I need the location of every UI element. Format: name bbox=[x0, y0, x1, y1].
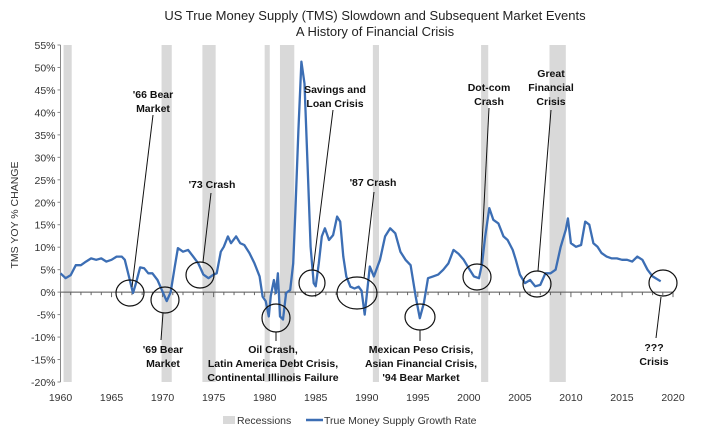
annotation: '66 Bear Market bbox=[115, 89, 173, 307]
legend-label-tms: True Money Supply Growth Rate bbox=[324, 415, 477, 427]
legend: Recessions True Money Supply Growth Rate bbox=[223, 415, 477, 427]
x-tick-label: 2010 bbox=[559, 392, 583, 404]
annotation: '73 Crash bbox=[185, 179, 236, 289]
annotation-circle bbox=[648, 269, 678, 297]
y-tick-label: -10% bbox=[31, 332, 56, 344]
y-tick-label: 15% bbox=[34, 220, 55, 232]
recession-band bbox=[279, 45, 295, 382]
x-tick-label: 2000 bbox=[457, 392, 481, 404]
annotation-label: Mexican Peso Crisis, bbox=[369, 344, 474, 356]
y-tick-label: 5% bbox=[40, 265, 55, 277]
y-tick-label: 45% bbox=[34, 85, 55, 97]
annotation-label: Asian Financial Crisis, bbox=[365, 358, 477, 370]
annotation-label: Market bbox=[146, 358, 180, 370]
annotation-label: Great bbox=[537, 68, 565, 80]
y-tick-label: 55% bbox=[34, 40, 55, 52]
y-axis: 55% 50% 45% 40% 35% 30% 25% 20% 15% 10% 5% 0% -5% -10… bbox=[31, 40, 61, 389]
annotation-label: Oil Crash, bbox=[248, 344, 298, 356]
y-tick-label: 50% bbox=[34, 62, 55, 74]
x-tick-label: 1965 bbox=[100, 392, 124, 404]
annotation: '69 Bear Market bbox=[143, 286, 183, 370]
annotation-circle bbox=[150, 286, 180, 314]
annotation-label: Crisis bbox=[639, 356, 668, 368]
legend-label-recessions: Recessions bbox=[237, 415, 291, 427]
x-tick-label: 2015 bbox=[610, 392, 634, 404]
series-layer bbox=[59, 60, 662, 321]
annotation: '87 Crash bbox=[336, 177, 397, 310]
y-tick-label: -5% bbox=[37, 310, 56, 322]
annotation-label: '66 Bear bbox=[133, 89, 173, 101]
annotation-leader-line bbox=[312, 109, 334, 271]
recession-bands bbox=[63, 45, 566, 382]
recession-band bbox=[63, 45, 72, 382]
x-tick-label: 2005 bbox=[508, 392, 532, 404]
annotation-circle bbox=[115, 279, 145, 307]
y-axis-label: TMS YOY % CHANGE bbox=[9, 162, 21, 269]
annotation: ??? Crisis bbox=[639, 269, 678, 368]
x-tick-label: 1970 bbox=[151, 392, 175, 404]
y-tick-label: 30% bbox=[34, 152, 55, 164]
annotation-label: Crash bbox=[474, 96, 504, 108]
annotation-leader-line bbox=[202, 192, 212, 263]
annotations: '66 Bear Market '69 Bear Market '73 Crash Oil… bbox=[115, 68, 678, 384]
annotation-leader-line bbox=[655, 296, 662, 339]
annotation-leader-line bbox=[363, 191, 375, 279]
annotation: Dot-com Crash bbox=[462, 82, 511, 291]
recession-band bbox=[549, 45, 566, 382]
annotation: Savings and Loan Crisis bbox=[298, 84, 366, 297]
annotation-label: Dot-com bbox=[468, 82, 511, 94]
tms-growth-line bbox=[59, 60, 662, 321]
annotation-label: '94 Bear Market bbox=[382, 372, 460, 384]
annotation-leader-line bbox=[537, 109, 552, 272]
annotation-leader-line bbox=[480, 107, 490, 265]
chart-title: US True Money Supply (TMS) Slowdown and … bbox=[164, 8, 586, 23]
y-tick-label: 20% bbox=[34, 197, 55, 209]
chart-subtitle: A History of Financial Crisis bbox=[296, 24, 455, 39]
annotation-circle bbox=[185, 261, 215, 289]
annotation: Oil Crash, Latin America Debt Crisis, Cont… bbox=[207, 303, 339, 384]
x-tick-label: 1995 bbox=[406, 392, 430, 404]
y-tick-label: 10% bbox=[34, 242, 55, 254]
annotation-label: '69 Bear bbox=[143, 344, 183, 356]
annotation: Mexican Peso Crisis, Asian Financial Cris… bbox=[365, 303, 477, 384]
x-tick-label: 1990 bbox=[355, 392, 379, 404]
annotation-label: '73 Crash bbox=[189, 179, 236, 191]
annotation-circle bbox=[336, 276, 378, 310]
annotation-label: Market bbox=[136, 103, 170, 115]
annotation-leader-line bbox=[131, 114, 154, 288]
annotation-label: Latin America Debt Crisis, bbox=[208, 358, 338, 370]
annotation-label: '87 Crash bbox=[350, 177, 397, 189]
y-tick-label: 0% bbox=[40, 287, 55, 299]
recession-band bbox=[372, 45, 379, 382]
y-tick-label: 25% bbox=[34, 175, 55, 187]
annotation-label: Loan Crisis bbox=[306, 98, 363, 110]
recession-band bbox=[264, 45, 270, 382]
x-tick-label: 2020 bbox=[661, 392, 685, 404]
annotation-label: Crisis bbox=[536, 96, 565, 108]
annotation-label: Continental Illinois Failure bbox=[207, 372, 338, 384]
x-tick-label: 1975 bbox=[202, 392, 226, 404]
annotation-circle bbox=[298, 269, 326, 297]
y-tick-label: 40% bbox=[34, 107, 55, 119]
x-tick-label: 1960 bbox=[49, 392, 73, 404]
y-tick-label: -15% bbox=[31, 355, 56, 367]
annotation-leader-line bbox=[160, 312, 164, 341]
legend-swatch-recessions bbox=[223, 416, 235, 424]
x-tick-label: 1980 bbox=[253, 392, 277, 404]
recession-band bbox=[161, 45, 172, 382]
annotation-label: ??? bbox=[644, 342, 663, 354]
y-tick-label: 35% bbox=[34, 130, 55, 142]
x-tick-label: 1985 bbox=[304, 392, 328, 404]
annotation-label: Financial bbox=[528, 82, 574, 94]
annotation: Great Financial Crisis bbox=[522, 68, 574, 298]
annotation-circle bbox=[522, 270, 552, 298]
annotation-circle bbox=[462, 263, 492, 291]
recession-band bbox=[481, 45, 489, 382]
annotation-label: Savings and bbox=[304, 84, 366, 96]
y-tick-label: -20% bbox=[31, 377, 56, 389]
